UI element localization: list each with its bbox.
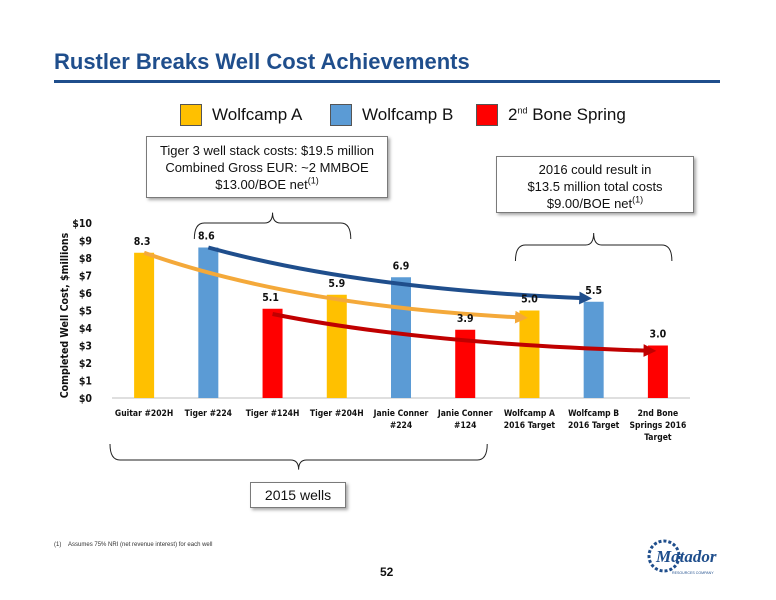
x-axis: Guitar #202H Tiger #224 Tiger #124H Tiger #… [115,409,686,443]
target-callout-line3: $9.00/BOE net(1) [497,195,693,212]
bar-data-label: 6.9 [393,260,410,272]
x-tick-label: Janie Conner [373,409,429,419]
bar-data-label: 5.5 [585,285,602,297]
page-number: 52 [380,565,394,579]
y-tick-label: $9 [79,236,92,248]
wells-2015-callout: 2015 wells [250,482,346,508]
tiger-callout-line2: Combined Gross EUR: ~2 MMBOE [165,160,369,175]
legend-label-bone-spring-num: 2 [508,105,518,124]
legend-label-bone-spring-sup: nd [517,105,528,116]
logo-gear-icon [647,539,681,573]
bar [455,329,476,398]
trend-arrow [143,250,528,324]
tiger-callout-footnote-ref: (1) [307,175,319,186]
target-callout-line3-text: $9.00/BOE net [546,196,633,211]
x-tick-label: 2nd Bone [638,409,679,419]
legend-item-wolfcamp-a: Wolfcamp A [180,103,302,127]
bar [647,345,668,398]
bar-data-label: 8.6 [198,231,215,243]
target-callout-footnote-ref: (1) [632,194,644,205]
legend-label-bone-spring-rest: Bone Spring [527,105,626,124]
footnote-text: Assumes 75% NRI (net revenue interest) f… [68,542,213,548]
logo-subtext: RESOURCES COMPANY [672,571,714,575]
bar [583,301,604,398]
tiger-callout-line1: Tiger 3 well stack costs: $19.5 million [159,143,375,158]
bar-data-label: 3.9 [457,313,474,325]
logo-wordmark: Matador [655,547,717,566]
bar-data-label: 5.1 [262,292,279,304]
tiger-callout-line3: $13.00/BOE net(1) [147,176,387,193]
legend-swatch-wolfcamp-b [330,104,352,126]
footnote: (1) Assumes 75% NRI (net revenue interes… [54,542,212,548]
tiger-callout-line3-text: $13.00/BOE net [215,177,308,192]
bar [198,247,219,398]
x-tick-label: Guitar #202H [115,409,173,419]
y-tick-label: $5 [79,306,92,318]
target-callout-line1: 2016 could result in [538,162,652,177]
legend-label-wolfcamp-b: Wolfcamp B [362,105,454,124]
footnote-marker: (1) [54,542,62,548]
x-tick-label: 2016 Target [504,421,556,431]
bar-data-label: 3.0 [650,329,667,341]
bars-layer [134,247,668,398]
trend-arrow [272,312,657,357]
matador-logo: Matador RESOURCES COMPANY [647,539,717,575]
legend-label-wolfcamp-a: Wolfcamp A [212,105,303,124]
y-axis-title: Completed Well Cost, $millions [59,232,71,398]
y-tick-label: $4 [79,323,93,335]
data-labels-layer: 8.3 8.6 5.1 5.9 6.9 3.9 5.0 5.5 3.0 [134,231,667,341]
y-tick-label: $2 [79,358,92,370]
brace [514,232,673,262]
wells-2015-label: 2015 wells [264,487,332,503]
legend-label-bone-spring: 2nd Bone Spring [508,105,626,125]
y-tick-label: $0 [79,393,93,405]
x-tick-label: 2016 Target [568,421,620,431]
brace [193,212,352,240]
legend-item-bone-spring: 2nd Bone Spring [476,103,626,127]
bar-data-label: 8.3 [134,236,151,248]
y-tick-label: $7 [79,271,92,283]
bar [134,252,155,398]
y-tick-label: $10 [72,218,92,230]
braces-layer [109,212,673,470]
x-tick-label: Tiger #204H [310,409,364,419]
brace [109,443,488,470]
x-tick-label: Tiger #124H [246,409,300,419]
y-tick-label: $8 [79,253,92,265]
x-tick-label: #124 [454,421,476,431]
x-tick-label: Target [644,433,672,443]
x-tick-label: #224 [390,421,412,431]
y-tick-label: $3 [79,341,92,353]
bar [519,310,540,398]
legend-swatch-wolfcamp-a [180,104,202,126]
x-tick-label: Springs 2016 [629,421,686,431]
legend-item-wolfcamp-b: Wolfcamp B [330,103,453,127]
x-tick-label: Wolfcamp A [504,409,555,419]
legend-swatch-bone-spring [476,104,498,126]
y-tick-label: $1 [79,376,92,388]
bar [326,294,347,398]
y-tick-label: $6 [79,288,93,300]
x-tick-label: Wolfcamp B [568,409,619,419]
title-divider [54,80,720,83]
page-title: Rustler Breaks Well Cost Achievements [54,49,470,74]
trend-arrow [207,245,593,305]
target-2016-callout: 2016 could result in $13.5 million total… [496,156,694,213]
tiger-stack-callout: Tiger 3 well stack costs: $19.5 million … [146,136,388,198]
bar [262,308,283,398]
target-callout-line2: $13.5 million total costs [527,179,663,194]
trend-arrows-layer [143,245,657,357]
x-tick-label: Tiger #224 [185,409,232,419]
bar [391,277,411,398]
bar-data-label: 5.9 [328,278,345,290]
bar-data-label: 5.0 [521,294,538,306]
x-tick-label: Janie Conner [437,409,493,419]
